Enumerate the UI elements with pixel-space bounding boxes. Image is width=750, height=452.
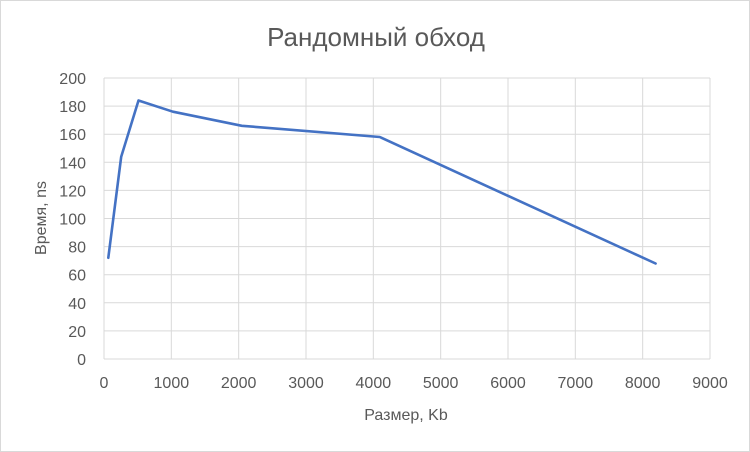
y-tick-label: 200 [59, 71, 86, 88]
y-tick-label: 180 [59, 99, 86, 116]
x-tick-label: 6000 [490, 375, 526, 392]
y-tick-label: 120 [59, 183, 86, 200]
x-tick-label: 0 [100, 375, 109, 392]
x-tick-label: 7000 [558, 375, 594, 392]
chart-title: Рандомный обход [267, 22, 485, 52]
y-tick-label: 60 [68, 268, 86, 285]
x-axis-label: Размер, Kb [364, 407, 448, 424]
y-tick-label: 0 [77, 352, 86, 369]
x-tick-label: 8000 [625, 375, 661, 392]
y-tick-label: 140 [59, 155, 86, 172]
x-tick-label: 2000 [221, 375, 257, 392]
series-line [107, 99, 657, 265]
y-tick-label: 20 [68, 324, 86, 341]
x-tick-label: 1000 [154, 375, 190, 392]
x-tick-label: 3000 [288, 375, 324, 392]
x-tick-label: 5000 [423, 375, 459, 392]
series-group [107, 99, 657, 265]
y-tick-label: 40 [68, 296, 86, 313]
y-tick-label: 100 [59, 212, 86, 229]
y-tick-label: 160 [59, 127, 86, 144]
x-tick-label: 9000 [692, 375, 728, 392]
x-tick-label: 4000 [356, 375, 392, 392]
y-tick-labels: 0 20 40 60 80 100 120 140 160 180 200 [59, 71, 86, 369]
horizontal-gridlines [104, 77, 710, 360]
y-axis-label: Время, ns [33, 181, 50, 255]
y-tick-label: 80 [68, 240, 86, 257]
x-tick-labels: 0 1000 2000 3000 4000 5000 6000 7000 8000 9000 [100, 375, 728, 392]
